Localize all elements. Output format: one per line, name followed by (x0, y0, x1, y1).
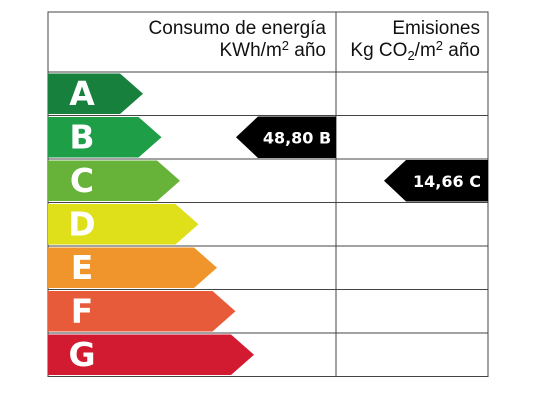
rating-arrow (48, 117, 162, 158)
rating-letter: B (69, 117, 94, 156)
rating-arrow (48, 247, 217, 288)
rating-bar-c: C (48, 160, 180, 201)
indicator-value: 14,66 C (413, 172, 481, 191)
rating-bar-a: A (48, 73, 143, 114)
rating-letter: D (68, 204, 95, 243)
energy-column-header: Consumo de energía KWh/m2 año (48, 18, 326, 63)
energy-header-title: Consumo de energía (148, 18, 326, 39)
indicators: 48,80 B 14,66 C (236, 116, 488, 202)
rating-letter: G (68, 335, 95, 374)
indicator-arrow (384, 160, 488, 202)
rating-bar-f: F (48, 291, 236, 332)
rating-bar-e: E (48, 247, 217, 288)
rating-arrow (48, 334, 254, 375)
emissions-header-title: Emisiones (392, 18, 480, 39)
indicator-value: 48,80 B (263, 128, 331, 147)
rating-arrow (48, 204, 199, 245)
rating-letter: F (71, 291, 94, 330)
rating-arrow (48, 160, 180, 201)
rating-bar-b: B (48, 117, 162, 158)
rating-arrow (48, 291, 236, 332)
rating-arrow (48, 73, 143, 114)
rating-letter: A (69, 74, 95, 113)
rating-bar-g: G (48, 334, 254, 375)
rating-letter: C (70, 161, 94, 200)
emissions-indicator: 14,66 C (384, 160, 488, 202)
rating-bar-d: D (48, 204, 199, 245)
energy-indicator: 48,80 B (236, 116, 336, 158)
label-grid (47, 11, 489, 377)
rating-letter: E (71, 248, 94, 287)
emissions-column-header: Emisiones Kg CO2/m2 año (336, 18, 480, 63)
indicator-arrow (236, 116, 336, 158)
energy-header-unit: KWh/m2 año (219, 38, 327, 61)
emissions-header-unit: Kg CO2/m2 año (350, 38, 480, 63)
